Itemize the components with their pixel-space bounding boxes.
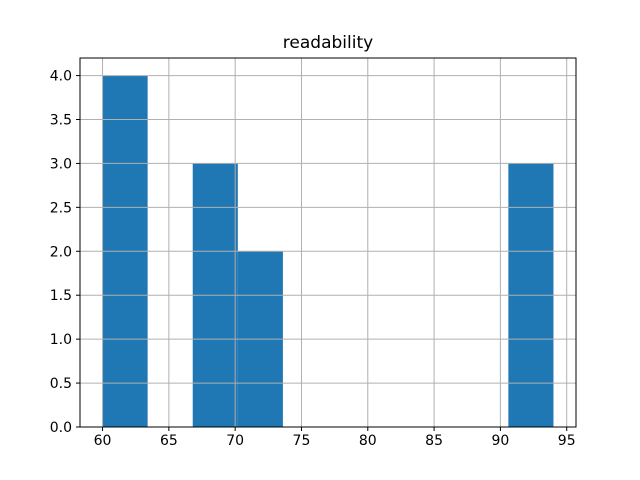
- x-tick-label: 60: [94, 433, 112, 449]
- y-tick-label: 0.0: [50, 420, 72, 436]
- plot-border: [79, 57, 577, 428]
- y-tick-label: 2.0: [50, 244, 72, 260]
- x-tick-label: 70: [226, 433, 244, 449]
- x-tick-label: 90: [491, 433, 509, 449]
- y-tick-label: 1.0: [50, 332, 72, 348]
- y-tick-label: 3.0: [50, 156, 72, 172]
- x-tick-label: 85: [425, 433, 443, 449]
- y-tick-label: 1.5: [50, 288, 72, 304]
- y-tick-label: 0.5: [50, 376, 72, 392]
- y-tick-label: 2.5: [50, 200, 72, 216]
- x-tick-label: 80: [359, 433, 377, 449]
- x-tick-label: 75: [293, 433, 311, 449]
- x-tick-label: 65: [160, 433, 178, 449]
- y-tick-label: 4.0: [50, 69, 72, 85]
- chart-title: readability: [282, 33, 374, 53]
- x-tick-label: 95: [558, 433, 576, 449]
- y-tick-label: 3.5: [50, 113, 72, 129]
